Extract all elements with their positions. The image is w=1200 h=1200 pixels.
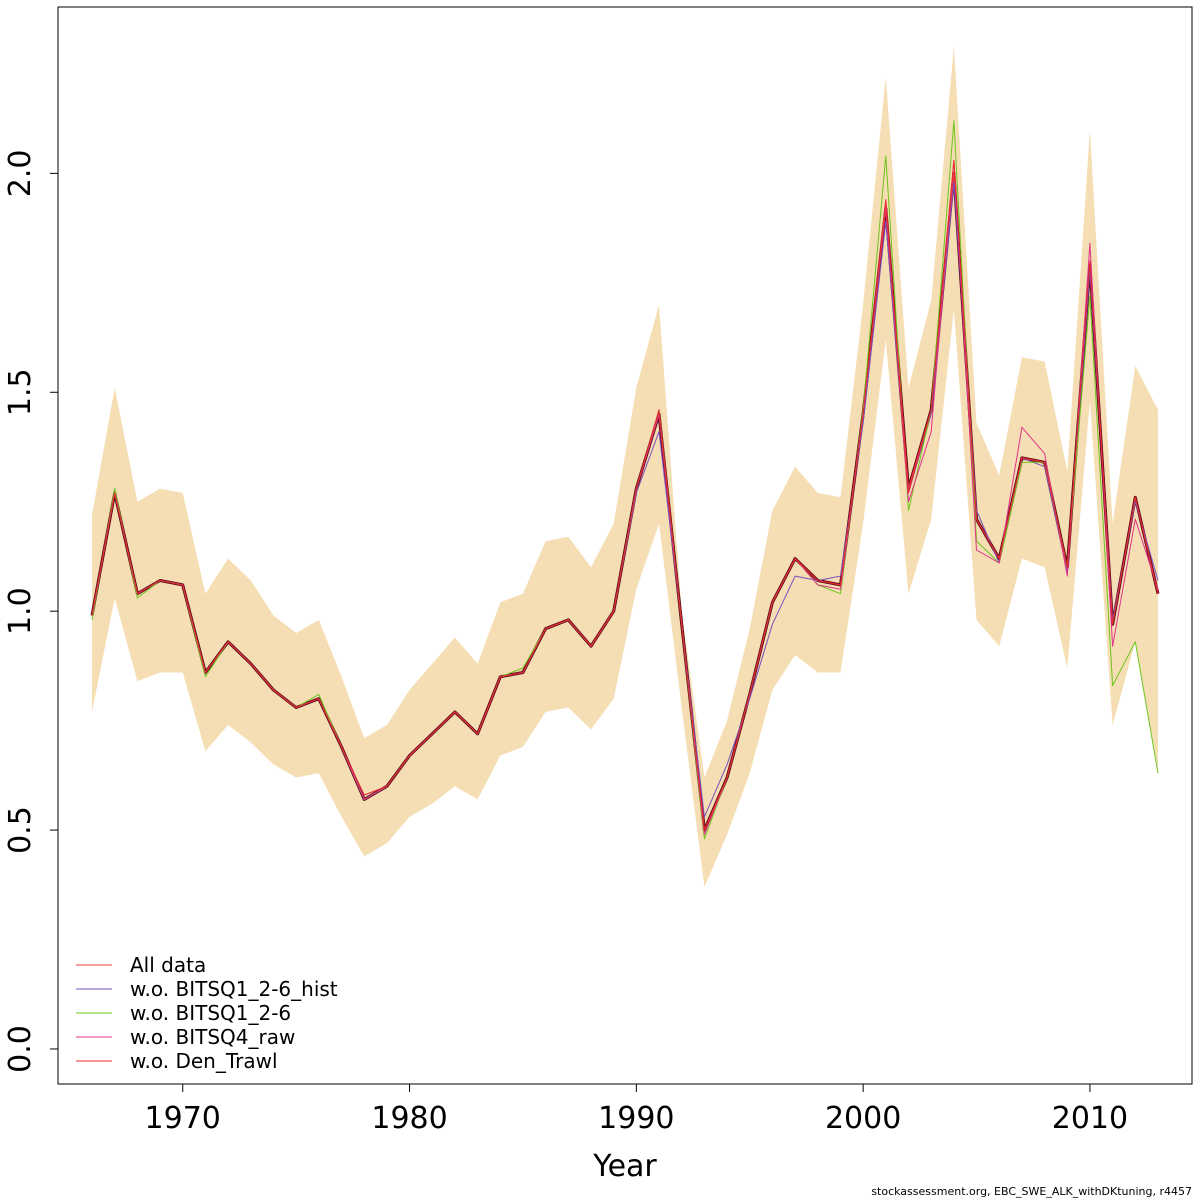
- series-line-4: [91, 159, 1159, 831]
- legend-label: w.o. BITSQ1_2-6: [130, 1001, 291, 1025]
- x-tick-label: 2000: [825, 1101, 901, 1136]
- y-tick-label: 1.0: [3, 587, 38, 635]
- x-tick-label: 2010: [1052, 1101, 1128, 1136]
- y-tick-label: 1.5: [3, 368, 38, 416]
- confidence-band-layer: [92, 46, 1158, 887]
- y-tick-label: 0.5: [3, 806, 38, 854]
- legend-label: w.o. BITSQ4_raw: [130, 1025, 295, 1049]
- legend-label: All data: [130, 953, 206, 977]
- footer-credit: stockassessment.org, EBC_SWE_ALK_withDKt…: [871, 1185, 1192, 1198]
- x-axis-title: Year: [592, 1149, 657, 1184]
- legend-label: w.o. Den_Trawl: [130, 1049, 278, 1073]
- legend-label: w.o. BITSQ1_2-6_hist: [130, 977, 338, 1001]
- y-tick-label: 0.0: [3, 1025, 38, 1073]
- x-tick-label: 1980: [371, 1101, 447, 1136]
- x-axis: 1970 1980 1990 2000 2010: [145, 1083, 1128, 1136]
- x-tick-label: 1970: [145, 1101, 221, 1136]
- confidence-band: [92, 46, 1158, 887]
- y-tick-label: 2.0: [3, 150, 38, 198]
- x-tick-label: 1990: [598, 1101, 674, 1136]
- series-layer: [90, 120, 1160, 840]
- y-axis: 0.0 0.5 1.0 1.5 2.0: [3, 150, 59, 1073]
